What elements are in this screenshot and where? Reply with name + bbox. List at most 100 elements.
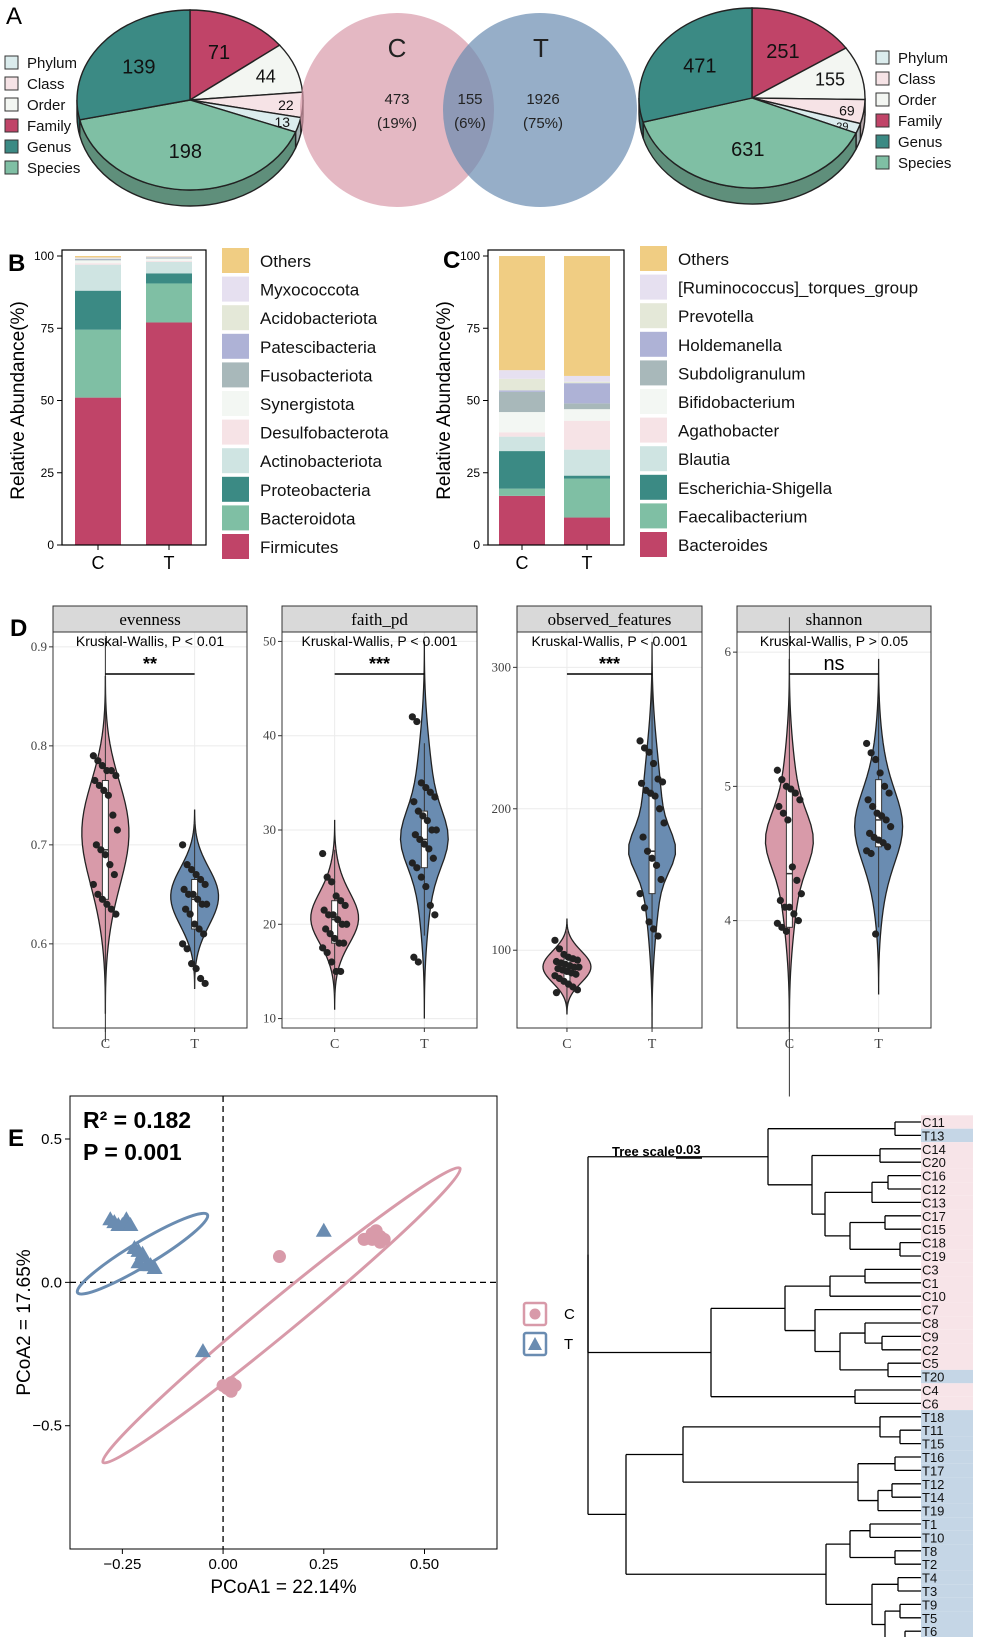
legend-label-order: Order: [898, 92, 936, 109]
legend-label-species: Species: [898, 155, 951, 172]
facet-title: evenness: [119, 610, 180, 629]
data-point: [431, 911, 439, 919]
significance-mark: **: [143, 654, 157, 674]
leaf-band: [921, 1557, 973, 1571]
data-point: [328, 878, 336, 886]
pie-slice-species: [78, 99, 297, 191]
bar-segment-subdoligranulum: [499, 391, 545, 413]
leaf-band: [921, 1544, 973, 1558]
legend-swatch-class: [4, 76, 19, 91]
data-point: [779, 809, 787, 817]
leaf-label-t4: T4: [922, 1571, 937, 1586]
leaf-label-c17: C17: [922, 1209, 946, 1224]
leaf-band: [921, 1289, 973, 1303]
legend-label-ruminococcus-torques-group: [Ruminococcus]_torques_group: [678, 279, 918, 298]
x-tick-label: 0.25: [309, 1556, 338, 1573]
data-point: [555, 945, 564, 953]
legend-label-family: Family: [27, 118, 72, 135]
y-tick-label: 6: [725, 644, 732, 659]
data-point: [91, 776, 99, 785]
leaf-label-c8: C8: [922, 1316, 939, 1331]
leaf-label-t11: T11: [922, 1423, 943, 1438]
y-tick-label: 0: [473, 538, 480, 552]
bar-segment-patescibacteria: [146, 257, 192, 259]
data-point: [876, 769, 884, 777]
legend-swatch-bacteroides: [640, 532, 667, 557]
data-point: [652, 861, 661, 869]
data-point: [334, 915, 342, 924]
dendrogram-tree: C11T13C14C20C16C12C13C17C15C18C19C3C1C10…: [587, 1115, 973, 1637]
data-point: [107, 767, 115, 775]
r-squared-label: R² = 0.182: [83, 1107, 191, 1133]
data-point: [657, 875, 665, 884]
bar-segment-bifidobacterium: [564, 409, 610, 421]
leaf-label-t18: T18: [922, 1410, 944, 1425]
leaf-band: [921, 1503, 973, 1518]
panel-label-d: D: [10, 615, 27, 642]
y-tick-label: 0: [47, 538, 54, 552]
legend-swatch-bacteroidota: [222, 505, 249, 531]
bar-segment-synergistota: [146, 258, 192, 261]
y-tick-label: 75: [467, 321, 481, 335]
legend-swatch-genus: [4, 139, 19, 154]
pie-value-label: 69: [839, 103, 855, 119]
legend-label-family: Family: [898, 113, 943, 130]
stacked-bar-genus: C T 0 25 50 75 100 Relative Abundance(%) Others […: [434, 246, 918, 573]
legend-swatch-phylum: [4, 55, 19, 70]
data-point: [180, 885, 188, 894]
leaf-band: [921, 1249, 973, 1263]
data-point: [432, 826, 440, 834]
data-point: [326, 930, 334, 938]
y-axis-title: Relative Abundance(%): [434, 301, 455, 500]
bar-segment-bacteroidota: [75, 329, 121, 398]
legend-label-actinobacteriota: Actinobacteriota: [260, 452, 382, 471]
data-point: [551, 936, 559, 944]
y-tick-label: 100: [460, 249, 480, 263]
tree-scale-value: 0.03: [675, 1142, 700, 1157]
data-point: [100, 786, 108, 795]
leaf-band: [921, 1316, 973, 1330]
bar-segment-faecalibacterium: [499, 488, 545, 496]
bar-segment-others: [75, 256, 121, 258]
data-point: [320, 906, 328, 914]
data-point: [195, 925, 203, 933]
data-point: [782, 927, 790, 935]
facet-strip: [736, 605, 932, 633]
data-point: [791, 789, 799, 797]
data-point: [201, 880, 209, 889]
leaf-label-t1: T1: [922, 1517, 937, 1532]
leaf-label-c3: C3: [922, 1262, 939, 1277]
x-tick-label: T: [582, 553, 593, 573]
legend-swatch-order: [4, 97, 19, 112]
pie-value-label: 44: [256, 67, 276, 87]
violin-panel-evenness: evenness Kruskal-Wallis, P < 0.01 ** 0.6 0.7…: [31, 605, 248, 1052]
data-point: [885, 789, 893, 797]
x-tick-label: C: [785, 1037, 794, 1052]
leaf-label-c5: C5: [922, 1356, 939, 1371]
significance-mark: ns: [823, 653, 844, 675]
leaf-label-t10: T10: [922, 1530, 944, 1545]
data-point: [414, 807, 422, 815]
data-point: [639, 833, 647, 841]
pie-slice-genus: [76, 9, 191, 121]
data-point: [189, 890, 197, 898]
pie-value-label: 155: [815, 70, 845, 90]
facet-strip: [52, 605, 248, 633]
plot-frame: [69, 1095, 498, 1550]
leaf-band: [921, 1530, 973, 1545]
leaf-label-t3: T3: [922, 1584, 937, 1599]
leaf-band: [921, 1410, 973, 1424]
y-tick-label: 100: [492, 942, 512, 957]
data-point: [573, 956, 582, 964]
venn-t-only-count: 1926: [526, 91, 559, 108]
bar-segment-holdemanella: [564, 383, 610, 404]
leaf-label-c11: C11: [922, 1115, 945, 1130]
data-point: [110, 870, 118, 879]
data-point: [643, 847, 652, 855]
data-point: [867, 749, 875, 757]
data-point: [864, 796, 872, 804]
y-tick-label: 5: [725, 778, 732, 793]
data-point: [94, 890, 102, 898]
data-point: [645, 748, 653, 756]
data-point: [649, 925, 658, 933]
